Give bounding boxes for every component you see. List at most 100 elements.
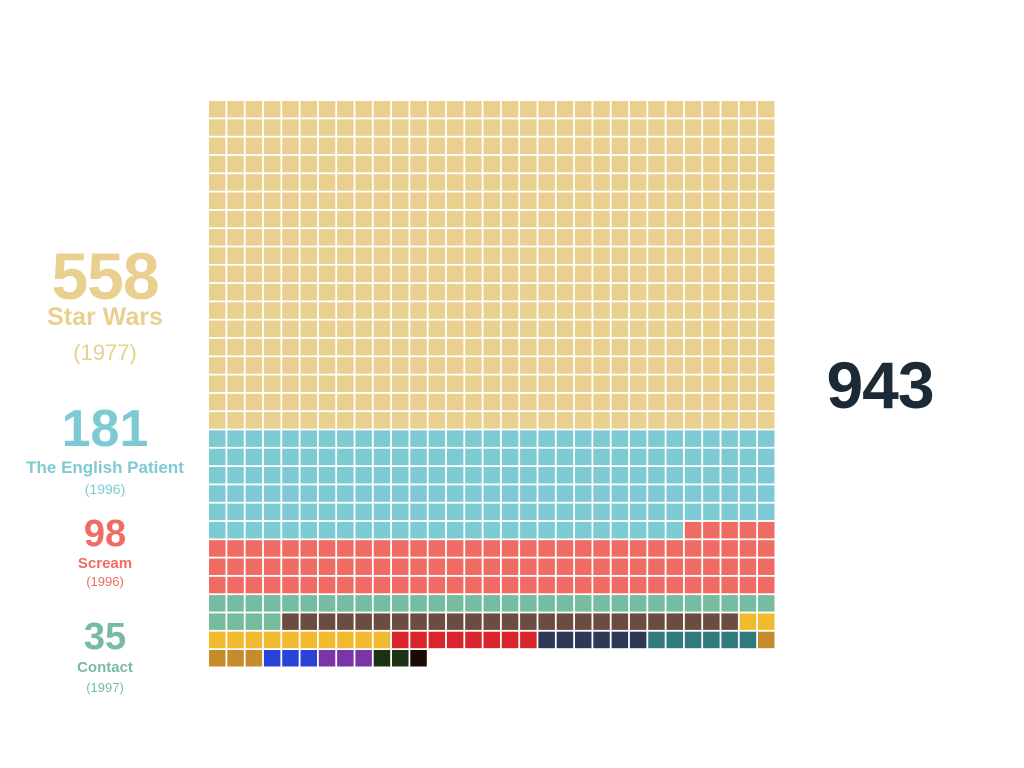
waffle-cell-the-english-patient [703, 448, 720, 466]
waffle-cell-contact [501, 595, 519, 612]
waffle-cell-the-english-patient [629, 485, 647, 502]
waffle-cell-contact [721, 595, 738, 612]
waffle-cell-the-english-patient [337, 430, 354, 447]
waffle-cell-star-wars [318, 174, 336, 191]
waffle-cell-star-wars [593, 357, 610, 374]
waffle-cell-the-english-patient [373, 448, 391, 466]
waffle-cell-star-wars [593, 192, 610, 209]
waffle-cell-the-english-patient [483, 503, 500, 521]
waffle-cell-star-wars [629, 192, 647, 209]
waffle-cell-star-wars [337, 393, 354, 411]
waffle-cell-star-wars [648, 192, 665, 209]
waffle-cell-the-english-patient [318, 503, 336, 521]
waffle-cell-the-english-patient [721, 485, 738, 502]
waffle-cell-other-6 [392, 631, 409, 649]
waffle-cell-scream [593, 576, 610, 594]
waffle-cell-star-wars [428, 210, 446, 228]
waffle-cell-star-wars [446, 155, 464, 173]
waffle-cell-star-wars [648, 155, 665, 173]
waffle-cell-star-wars [758, 338, 775, 356]
waffle-cell-star-wars [428, 247, 446, 264]
waffle-cell-star-wars [593, 210, 610, 228]
waffle-cell-the-english-patient [575, 521, 592, 539]
waffle-cell-star-wars [611, 119, 629, 136]
waffle-cell-star-wars [520, 247, 537, 264]
waffle-cell-the-english-patient [355, 521, 372, 539]
year-star-wars: (1977) [73, 340, 137, 365]
waffle-cell-scream [739, 558, 757, 575]
waffle-cell-scream [739, 576, 757, 594]
waffle-cell-star-wars [392, 338, 409, 356]
waffle-cell-the-english-patient [501, 485, 519, 502]
waffle-cell-the-english-patient [684, 503, 702, 521]
waffle-cell-scream [721, 521, 738, 539]
waffle-cell-star-wars [245, 265, 263, 283]
waffle-cell-star-wars [684, 265, 702, 283]
waffle-cell-star-wars [666, 320, 683, 338]
waffle-cell-scream [392, 576, 409, 594]
waffle-cell-the-english-patient [611, 430, 629, 447]
waffle-cell-star-wars [739, 302, 757, 319]
waffle-cell-star-wars [538, 357, 555, 374]
waffle-cell-star-wars [355, 137, 372, 155]
waffle-cell-star-wars [300, 101, 317, 118]
waffle-cell-star-wars [263, 155, 281, 173]
waffle-cell-star-wars [465, 155, 482, 173]
waffle-cell-star-wars [227, 375, 244, 392]
waffle-cell-the-english-patient [666, 485, 683, 502]
waffle-cell-star-wars [410, 192, 427, 209]
waffle-cell-star-wars [538, 265, 555, 283]
waffle-cell-star-wars [739, 137, 757, 155]
waffle-cell-star-wars [300, 265, 317, 283]
waffle-cell-star-wars [739, 247, 757, 264]
waffle-cell-the-english-patient [209, 485, 226, 502]
waffle-cell-star-wars [556, 229, 574, 246]
waffle-cell-star-wars [758, 174, 775, 191]
waffle-cell-star-wars [373, 284, 391, 301]
waffle-cell-star-wars [501, 247, 519, 264]
waffle-cell-other-4 [629, 613, 647, 630]
waffle-cell-the-english-patient [465, 467, 482, 484]
waffle-cell-star-wars [629, 210, 647, 228]
waffle-cell-star-wars [373, 320, 391, 338]
waffle-cell-the-english-patient [501, 448, 519, 466]
waffle-cell-the-english-patient [483, 521, 500, 539]
waffle-cell-scream [629, 540, 647, 557]
waffle-cell-star-wars [666, 302, 683, 319]
waffle-cell-star-wars [300, 137, 317, 155]
waffle-cell-star-wars [318, 155, 336, 173]
waffle-cell-the-english-patient [337, 485, 354, 502]
waffle-cell-the-english-patient [209, 430, 226, 447]
waffle-cell-other-10 [282, 650, 299, 667]
waffle-cell-scream [666, 576, 683, 594]
waffle-cell-other-4 [520, 613, 537, 630]
waffle-cell-star-wars [520, 412, 537, 429]
waffle-cell-scream [556, 558, 574, 575]
waffle-cell-star-wars [428, 101, 446, 118]
waffle-cell-scream [245, 540, 263, 557]
waffle-cell-star-wars [337, 412, 354, 429]
waffle-cell-star-wars [611, 357, 629, 374]
waffle-cell-contact [263, 595, 281, 612]
waffle-cell-star-wars [446, 320, 464, 338]
waffle-cell-star-wars [428, 393, 446, 411]
waffle-cell-star-wars [373, 412, 391, 429]
waffle-cell-star-wars [611, 247, 629, 264]
waffle-cell-star-wars [520, 137, 537, 155]
waffle-cell-star-wars [355, 412, 372, 429]
waffle-cell-star-wars [611, 137, 629, 155]
waffle-cell-the-english-patient [520, 448, 537, 466]
waffle-cell-the-english-patient [648, 448, 665, 466]
waffle-cell-star-wars [209, 393, 226, 411]
waffle-cell-star-wars [629, 137, 647, 155]
waffle-cell-star-wars [501, 192, 519, 209]
waffle-cell-scream [721, 540, 738, 557]
waffle-cell-star-wars [355, 265, 372, 283]
waffle-cell-contact [410, 595, 427, 612]
waffle-cell-star-wars [446, 284, 464, 301]
waffle-cell-star-wars [739, 393, 757, 411]
waffle-cell-the-english-patient [337, 521, 354, 539]
waffle-cell-star-wars [245, 210, 263, 228]
waffle-cell-the-english-patient [721, 503, 738, 521]
waffle-cell-scream [666, 540, 683, 557]
